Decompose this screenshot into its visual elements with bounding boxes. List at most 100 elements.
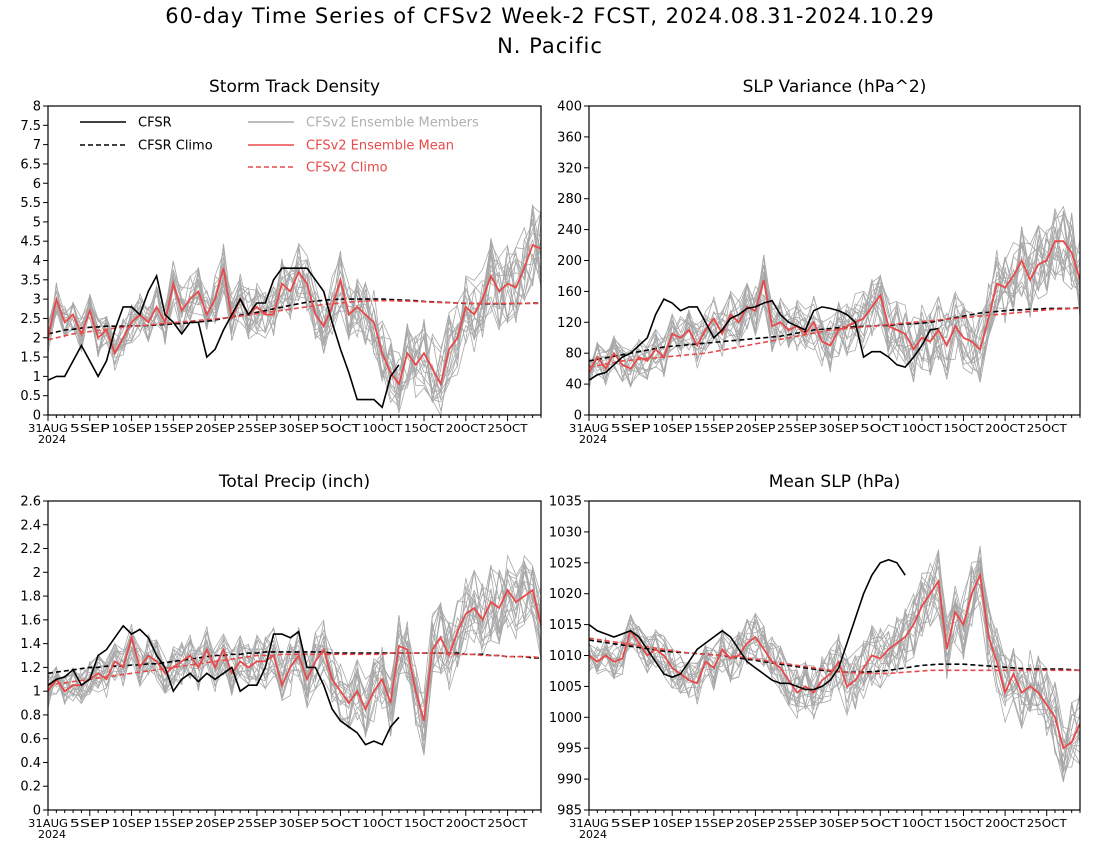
x-tick-label: 15OCT <box>404 422 444 435</box>
chart-panel-2: SLP Variance (hPa^2) 0 40 80 120 160 200 240 280… <box>557 77 1081 446</box>
x-tick-label: 10SEP <box>652 422 692 435</box>
x-tick-label: 15OCT <box>404 817 444 830</box>
y-tick-label: 4.5 <box>20 235 41 250</box>
y-tick-label: 280 <box>557 192 582 207</box>
x-tick-label: 10SEP <box>112 817 152 830</box>
x-tick-label: 30SEP <box>819 817 859 830</box>
y-tick-label: 2.4 <box>20 518 41 533</box>
ensemble-member-line <box>589 225 1080 386</box>
legend: CFSR CFSR Climo CFSv2 Ensemble Members CFSv… <box>80 116 479 176</box>
region-subtitle: N. Pacific <box>497 34 603 58</box>
x-tick-label: 25OCT <box>1027 422 1067 435</box>
legend-cfsv2-climo-label: CFSv2 Climo <box>306 161 388 176</box>
x-tick-label: 10SEP <box>652 817 692 830</box>
chart-panel-4: Mean SLP (hPa) 985 990 995 1000 1005 1010 1015 1… <box>549 472 1081 841</box>
x-tick-label: 30SEP <box>819 422 859 435</box>
x-tick-label: 10OCT <box>362 422 402 435</box>
page-title: 60-day Time Series of CFSv2 Week-2 FCST,… <box>165 4 935 28</box>
x-tick-label: 25SEP <box>777 817 817 830</box>
x-tick-label: 10OCT <box>902 422 942 435</box>
y-tick-label: 1.6 <box>20 613 41 628</box>
x-tick-label: 20SEP <box>735 422 775 435</box>
x-tick-label: 15OCT <box>943 817 983 830</box>
x-tick-label: 5SEP <box>611 422 652 435</box>
x-tick-label: 25SEP <box>237 422 277 435</box>
y-tick-label: 1.5 <box>20 351 41 366</box>
ensemble-mean-line <box>589 571 1080 750</box>
ensemble-member-line <box>48 568 541 709</box>
plot-area <box>589 545 1080 783</box>
y-tick-label: 400 <box>557 100 582 115</box>
chart-panel-3: Total Precip (inch) 0 0.2 0.4 0.6 0.8 1 1.2 1.4 1… <box>20 472 542 841</box>
x-tick-label: 5OCT <box>320 817 360 830</box>
y-tick-label: 1 <box>33 370 41 385</box>
x-tick-label: 15SEP <box>153 817 193 830</box>
x-tick-label: 10SEP <box>112 422 152 435</box>
ensemble-mean-line <box>48 243 541 387</box>
x-tick-label: 20OCT <box>446 422 486 435</box>
ensemble-member-line <box>48 209 541 399</box>
chart-title: SLP Variance (hPa^2) <box>743 77 927 97</box>
cfsr-climo-line <box>589 306 1080 362</box>
x-year-label: 2024 <box>579 828 607 841</box>
y-tick-label: 3.5 <box>20 273 41 288</box>
x-tick-label: 20OCT <box>446 817 486 830</box>
x-tick-label: 5OCT <box>860 817 900 830</box>
y-tick-label: 995 <box>557 742 582 757</box>
x-tick-label: 25OCT <box>488 422 528 435</box>
y-tick-label: 1020 <box>549 587 582 602</box>
cfsr-line <box>48 267 400 409</box>
y-tick-label: 985 <box>557 804 582 819</box>
y-tick-label: 990 <box>557 773 582 788</box>
ensemble-member-line <box>48 224 541 415</box>
x-tick-label: 5SEP <box>70 817 111 830</box>
ensemble-member-line <box>48 237 541 401</box>
x-tick-label: 15SEP <box>694 817 734 830</box>
y-tick-label: 1 <box>33 685 41 700</box>
x-tick-label: 25SEP <box>777 422 817 435</box>
x-tick-label: 20SEP <box>195 422 235 435</box>
x-tick-label: 20SEP <box>195 817 235 830</box>
y-tick-label: 200 <box>557 254 582 269</box>
cfsr-climo-line <box>48 651 541 675</box>
y-tick-label: 2.2 <box>20 542 41 557</box>
y-tick-label: 7 <box>33 138 41 153</box>
chart-title: Total Precip (inch) <box>218 472 370 492</box>
x-tick-label: 10OCT <box>902 817 942 830</box>
y-tick-label: 1030 <box>549 525 582 540</box>
x-tick-label: 20OCT <box>985 817 1025 830</box>
y-tick-label: 1015 <box>549 618 582 633</box>
y-tick-label: 0.5 <box>20 389 41 404</box>
ensemble-mean-line <box>589 240 1080 373</box>
x-tick-label: 5OCT <box>320 422 360 435</box>
y-tick-label: 6.5 <box>20 157 41 172</box>
x-tick-label: 25SEP <box>237 817 277 830</box>
y-tick-label: 2.5 <box>20 312 41 327</box>
ensemble-member-line <box>48 212 541 402</box>
ensemble-member-line <box>48 204 541 394</box>
y-tick-label: 6 <box>33 177 41 192</box>
ensemble-member-line <box>48 580 541 754</box>
x-tick-label: 5SEP <box>611 817 652 830</box>
y-tick-label: 0 <box>33 409 41 424</box>
y-tick-label: 1.4 <box>20 637 41 652</box>
legend-cfsr-climo-label: CFSR Climo <box>138 139 213 154</box>
y-tick-label: 3 <box>33 293 41 308</box>
x-tick-label: 15SEP <box>694 422 734 435</box>
cfsr-line <box>589 298 939 381</box>
y-tick-label: 0.8 <box>20 708 41 723</box>
x-tick-label: 25OCT <box>1027 817 1067 830</box>
y-tick-label: 2 <box>33 566 41 581</box>
x-year-label: 2024 <box>38 433 66 446</box>
y-tick-label: 4 <box>33 254 41 269</box>
legend-ensemble-mean-label: CFSv2 Ensemble Mean <box>306 139 454 154</box>
y-tick-label: 1000 <box>549 711 582 726</box>
y-tick-label: 0 <box>33 804 41 819</box>
ensemble-member-line <box>589 214 1080 383</box>
x-tick-label: 10OCT <box>362 817 402 830</box>
plot-frame <box>47 500 542 811</box>
y-tick-label: 8 <box>33 100 41 115</box>
y-tick-label: 2.6 <box>20 495 41 510</box>
y-tick-label: 0.2 <box>20 780 41 795</box>
